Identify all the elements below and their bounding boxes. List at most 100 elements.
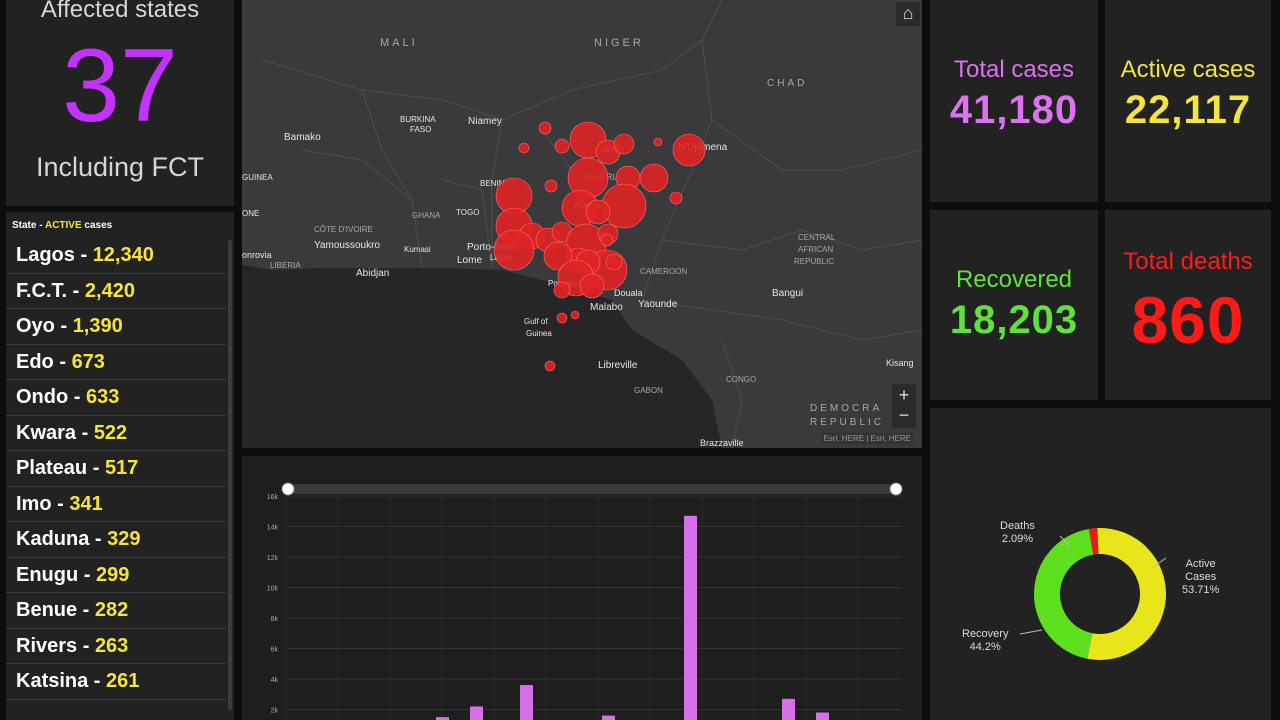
case-bubble[interactable] xyxy=(544,179,558,193)
state-row[interactable]: Benue - 282 xyxy=(6,593,226,629)
case-bubble[interactable] xyxy=(570,310,580,320)
case-bubble[interactable] xyxy=(653,137,663,147)
state-active-count: 282 xyxy=(94,599,129,621)
state-name: Imo xyxy=(16,492,52,515)
state-row[interactable]: Rivers - 263 xyxy=(6,629,226,664)
state-name: Benue xyxy=(16,599,78,621)
state-row[interactable]: Lagos - 12,340 xyxy=(6,238,226,274)
y-tick-label: 8k xyxy=(271,616,279,623)
daily-case-bar[interactable] xyxy=(470,706,483,720)
state-name: Edo xyxy=(16,350,54,373)
state-row[interactable]: Katsina - 261 xyxy=(6,664,226,700)
case-bubble[interactable] xyxy=(553,281,571,299)
time-range-slider[interactable] xyxy=(288,484,896,494)
case-breakdown-donut-panel[interactable]: Deaths 2.09% Active Cases 53.71% Recovery 44… xyxy=(930,408,1271,720)
map-view[interactable]: MALINIGERCHADBURKINAFASOBamakoNiameyN'Dj… xyxy=(242,0,922,448)
case-bubble[interactable] xyxy=(554,138,570,154)
case-bubble[interactable] xyxy=(605,253,623,271)
donut-leader-line xyxy=(1151,557,1167,569)
map-label: FASO xyxy=(410,125,431,134)
case-bubble[interactable] xyxy=(600,233,614,247)
donut-leader-line xyxy=(1059,535,1071,547)
state-active-count: 341 xyxy=(69,492,103,515)
map-label: LIBERIA xyxy=(270,261,301,270)
state-row[interactable]: F.C.T. - 2,420 xyxy=(6,274,226,309)
case-bubble[interactable] xyxy=(556,312,568,324)
case-bubble[interactable] xyxy=(544,360,556,372)
slider-handle[interactable] xyxy=(889,482,903,496)
case-bubble[interactable] xyxy=(639,163,669,193)
affected-states-title: Affected states xyxy=(40,0,200,23)
state-row[interactable]: Oyo - 1,390 xyxy=(6,309,226,345)
donut-leader-line xyxy=(1019,629,1043,635)
case-bubble[interactable] xyxy=(493,229,535,271)
map-canvas[interactable]: MALINIGERCHADBURKINAFASOBamakoNiameyN'Dj… xyxy=(242,0,922,448)
daily-case-bar[interactable] xyxy=(436,717,449,720)
state-row[interactable]: Ondo - 633 xyxy=(6,380,226,416)
case-bubble[interactable] xyxy=(672,133,706,167)
map-label: CHAD xyxy=(767,78,807,89)
daily-case-bar[interactable] xyxy=(782,698,795,720)
case-bubble[interactable] xyxy=(613,133,635,155)
case-bubble[interactable] xyxy=(585,199,611,225)
y-tick-label: 14k xyxy=(267,525,279,532)
daily-case-bar[interactable] xyxy=(602,715,615,720)
state-row[interactable]: Plateau - 517 xyxy=(6,451,226,487)
chart-canvas: 16k 14k 12k 10k 8k 6k 4k 2k xyxy=(267,482,903,720)
donut-slice[interactable] xyxy=(1087,528,1166,660)
case-bubble[interactable] xyxy=(518,142,530,154)
map-label: GHANA xyxy=(412,211,441,220)
state-active-count: 299 xyxy=(96,563,130,586)
affected-states-panel: Affected states 37 Including FCT xyxy=(6,0,234,206)
map-label: Kisang xyxy=(886,358,914,368)
map-label: Niamey xyxy=(468,116,502,127)
daily-case-bar[interactable] xyxy=(684,515,697,720)
state-active-count: 2,420 xyxy=(84,279,135,302)
affected-states-subtitle: Including FCT xyxy=(35,152,205,182)
state-active-cases-list[interactable]: State - ACTIVE cases Lagos - 12,340 F.C.T… xyxy=(6,212,234,720)
donut-label-active: Active Cases 53.71% xyxy=(1182,558,1220,596)
map-label: ONE xyxy=(242,209,259,218)
recovered-value: 18,203 xyxy=(949,298,1079,342)
map-label: Guinea xyxy=(526,329,552,338)
map-attribution: Esri, HERE | Esri, HERE xyxy=(820,433,914,444)
map-label: onrovia xyxy=(242,250,272,260)
map-label: Abidjan xyxy=(356,268,389,279)
state-active-count: 633 xyxy=(86,386,120,408)
state-row[interactable]: Imo - 341 xyxy=(6,487,226,522)
map-label: CAMEROON xyxy=(640,267,687,276)
map-label: NIGER xyxy=(594,37,644,49)
map-label: Yaounde xyxy=(638,299,678,310)
state-name: Ondo xyxy=(16,386,69,408)
map-label: BENIN xyxy=(480,179,505,188)
map-label: Brazzaville xyxy=(700,438,744,448)
map-label: Kumasi xyxy=(404,245,431,254)
state-active-count: 329 xyxy=(107,528,141,550)
state-row[interactable]: Edo - 673 xyxy=(6,345,226,380)
state-row[interactable]: Kaduna - 329 xyxy=(6,522,226,558)
donut-label-deaths: Deaths 2.09% xyxy=(1000,520,1035,545)
map-label: CENTRAL xyxy=(798,233,836,242)
state-row[interactable]: Enugu - 299 xyxy=(6,558,226,593)
y-tick-label: 4k xyxy=(271,677,279,684)
state-name: Lagos xyxy=(16,244,75,266)
total-cases-panel: Total cases 41,180 xyxy=(930,0,1098,202)
case-bubble[interactable] xyxy=(538,121,552,135)
case-bubble[interactable] xyxy=(669,191,683,205)
slider-handle[interactable] xyxy=(281,482,295,496)
zoom-out-button[interactable]: − xyxy=(892,404,916,428)
home-icon[interactable]: ⌂ xyxy=(896,2,920,26)
daily-case-bar[interactable] xyxy=(816,712,829,720)
donut-slice[interactable] xyxy=(1034,528,1094,659)
state-row[interactable]: Kwara - 522 xyxy=(6,416,226,451)
donut-slice[interactable] xyxy=(1088,528,1099,555)
donut-chart[interactable] xyxy=(930,408,1271,720)
case-bubble[interactable] xyxy=(579,273,605,299)
y-tick-label: 12k xyxy=(267,555,279,562)
daily-case-bar[interactable] xyxy=(520,685,533,720)
map-label: TOGO xyxy=(456,208,479,217)
state-list-scrollbar[interactable] xyxy=(228,240,232,710)
case-bubble[interactable] xyxy=(543,241,573,271)
daily-cases-chart[interactable]: 16k 14k 12k 10k 8k 6k 4k 2k xyxy=(242,456,922,720)
state-name: Kaduna xyxy=(16,528,90,550)
